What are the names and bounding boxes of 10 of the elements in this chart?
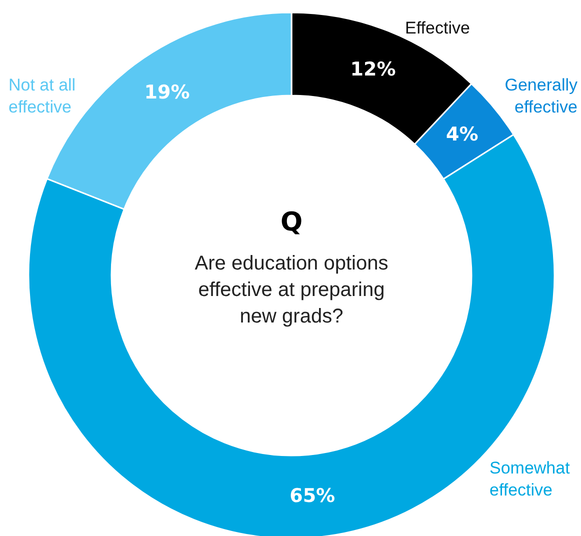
text: Q <box>280 208 303 238</box>
data-label: 19% <box>144 81 190 104</box>
data-label: 4% <box>446 123 478 146</box>
data-label: 12% <box>350 58 396 81</box>
text: Are education options effective at preparing new grads? <box>194 252 388 328</box>
slice-label: Effective <box>405 18 470 38</box>
slice-label: Generally effective <box>504 76 578 116</box>
slice-label: Not at all effective <box>8 76 76 116</box>
data-label: 65% <box>290 485 336 508</box>
slice-label: Somewhat effective <box>490 458 570 500</box>
